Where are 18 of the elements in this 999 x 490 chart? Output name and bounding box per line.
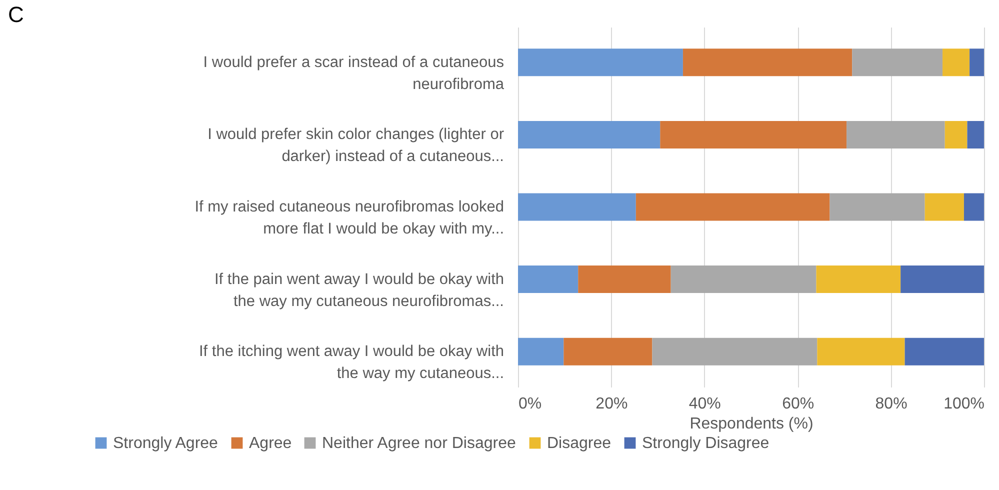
legend-label: Agree [249,435,292,452]
y-tick-label: I would prefer skin color changes (lighter or darker) instead of a cutaneous... [208,126,504,166]
text: C [8,2,24,27]
legend-label: Strongly Disagree [642,435,770,452]
x-axis-title: Respondents (%) [690,416,814,432]
y-tick-label: If the pain went away I would be okay with the way my cutaneous neurofibromas... [214,270,504,310]
y-tick-label: If the itching went away I would be okay with the way my cutaneous... [199,343,504,382]
y-tick-label: I would prefer a scar instead of a cutaneous neurofibroma [203,54,504,93]
x-tick-label: 60% [782,396,814,412]
x-tick-label: 40% [688,396,721,412]
x-tick-label: 80% [875,396,908,412]
x-tick-label: 100% [944,396,984,412]
y-tick-label: If my raised cutaneous neurofibromas looked more flat I would be okay with my... [194,198,504,238]
legend-label: Disagree [547,435,612,452]
x-tick-label: 0% [518,396,542,412]
legend-label: Neither Agree nor Disagree [322,435,516,452]
legend-label: Strongly Agree [113,435,218,452]
x-tick-label: 20% [596,396,628,412]
